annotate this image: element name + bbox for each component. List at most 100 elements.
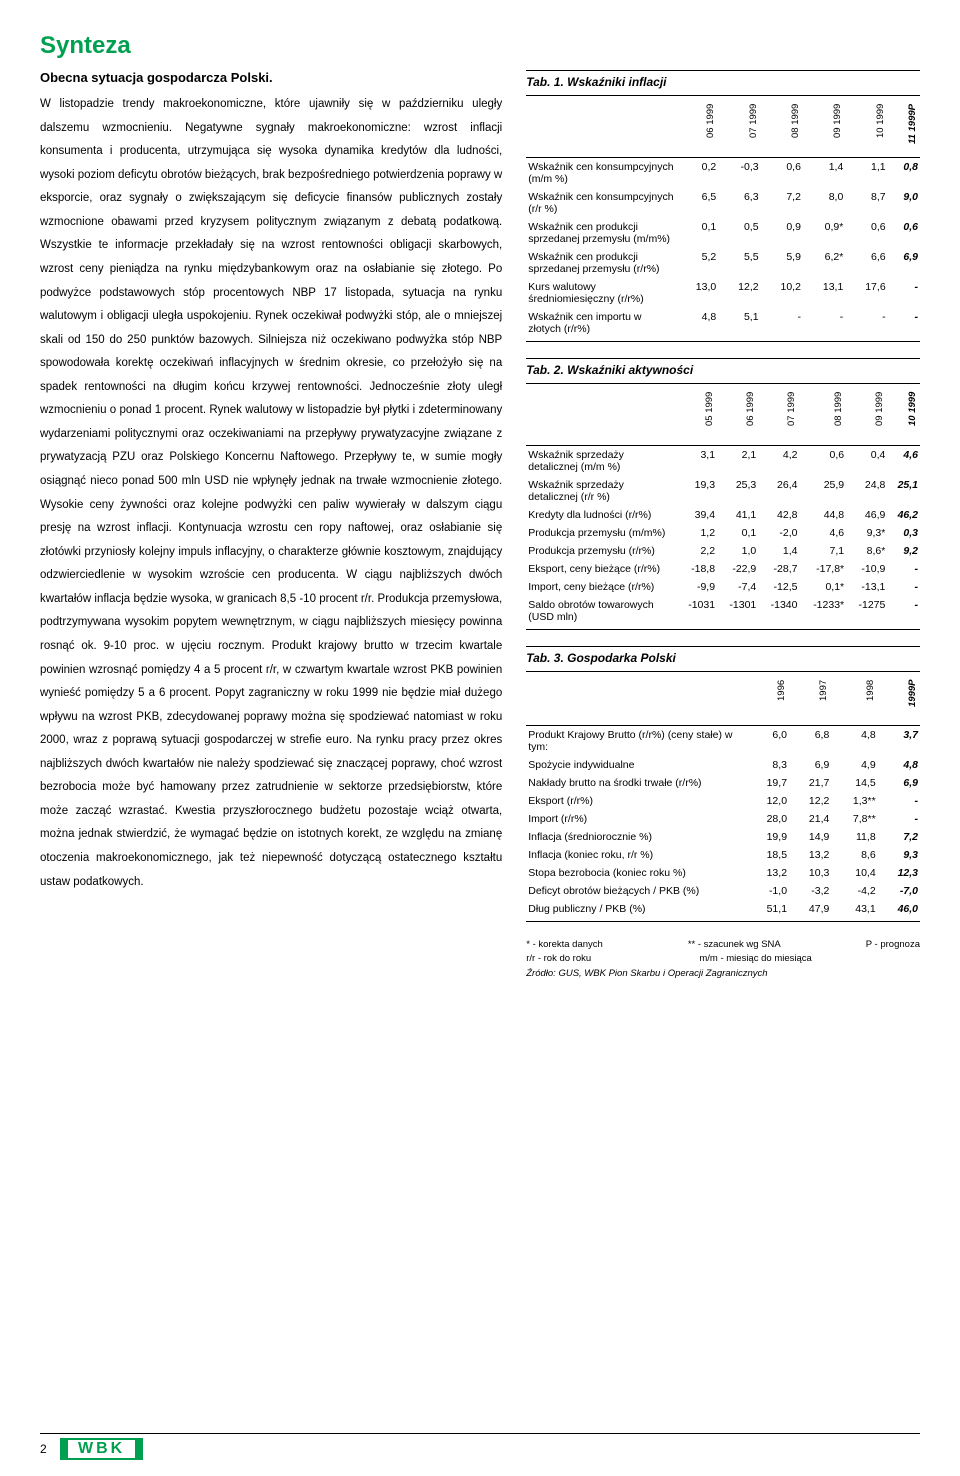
cell: -17,8* <box>799 560 846 578</box>
cell: -1233* <box>799 596 846 630</box>
cell: 4,9 <box>831 756 877 774</box>
cell: 8,3 <box>747 756 789 774</box>
row-label: Spożycie indywidualne <box>526 756 747 774</box>
table-row: Dług publiczny / PKB (%)51,147,943,146,0 <box>526 900 920 922</box>
cell: 24,8 <box>846 476 887 506</box>
cell: 4,6 <box>799 524 846 542</box>
row-label: Eksport, ceny bieżące (r/r%) <box>526 560 676 578</box>
cell: -0,3 <box>718 158 760 189</box>
cell: 11,8 <box>831 828 877 846</box>
cell: 41,1 <box>717 506 758 524</box>
cell: - <box>887 596 920 630</box>
table-row: Wskaźnik cen konsumpcyjnych (r/r %)6,56,… <box>526 188 920 218</box>
table-row: Wskaźnik cen produkcji sprzedanej przemy… <box>526 218 920 248</box>
left-column: Obecna sytuacja gospodarcza Polski. W li… <box>40 70 502 981</box>
table-row: Import, ceny bieżące (r/r%)-9,9-7,4-12,5… <box>526 578 920 596</box>
cell: - <box>878 810 920 828</box>
cell: 0,6 <box>888 218 920 248</box>
cell: 1,4 <box>758 542 799 560</box>
t2-h3: 08 1999 <box>833 392 844 438</box>
t1-h0: 06 1999 <box>705 104 716 150</box>
cell: 13,2 <box>747 864 789 882</box>
right-column: Tab. 1. Wskaźniki inflacji 06 1999 07 19… <box>526 70 920 981</box>
cell: -2,0 <box>758 524 799 542</box>
cell: 28,0 <box>747 810 789 828</box>
cell: 0,8 <box>888 158 920 189</box>
cell: 21,7 <box>789 774 831 792</box>
cell: 6,8 <box>789 726 831 757</box>
footer: 2 WBK <box>40 1433 920 1460</box>
cell: - <box>845 308 887 342</box>
logo-text: WBK <box>72 1440 131 1457</box>
cell: 5,5 <box>718 248 760 278</box>
cell: 25,3 <box>717 476 758 506</box>
t3-h2: 1998 <box>865 680 876 718</box>
footnotes: * - korekta danych ** - szacunek wg SNA … <box>526 938 920 981</box>
row-label: Wskaźnik cen konsumpcyjnych (m/m %) <box>526 158 676 189</box>
cell: 39,4 <box>676 506 717 524</box>
table-row: Nakłady brutto na środki trwałe (r/r%)19… <box>526 774 920 792</box>
cell: 0,1 <box>676 218 718 248</box>
cell: 18,5 <box>747 846 789 864</box>
cell: - <box>803 308 845 342</box>
cell: 0,6 <box>845 218 887 248</box>
row-label: Eksport (r/r%) <box>526 792 747 810</box>
t2-h4: 09 1999 <box>874 392 885 438</box>
row-label: Produkcja przemysłu (m/m%) <box>526 524 676 542</box>
cell: - <box>887 578 920 596</box>
cell: 9,3 <box>878 846 920 864</box>
cell: 13,1 <box>803 278 845 308</box>
table-row: Eksport, ceny bieżące (r/r%)-18,8-22,9-2… <box>526 560 920 578</box>
cell: 6,2* <box>803 248 845 278</box>
table-row: Wskaźnik cen importu w złotych (r/r%)4,8… <box>526 308 920 342</box>
cell: - <box>761 308 803 342</box>
cell: 5,2 <box>676 248 718 278</box>
cell: 46,2 <box>887 506 920 524</box>
cell: 8,0 <box>803 188 845 218</box>
row-label: Wskaźnik cen produkcji sprzedanej przemy… <box>526 248 676 278</box>
cell: -4,2 <box>831 882 877 900</box>
row-label: Dług publiczny / PKB (%) <box>526 900 747 922</box>
cell: - <box>888 278 920 308</box>
cell: 4,8 <box>878 756 920 774</box>
row-label: Deficyt obrotów bieżących / PKB (%) <box>526 882 747 900</box>
table-row: Wskaźnik sprzedaży detalicznej (r/r %)19… <box>526 476 920 506</box>
cell: 12,2 <box>718 278 760 308</box>
cell: -1301 <box>717 596 758 630</box>
cell: -9,9 <box>676 578 717 596</box>
cell: 0,9 <box>761 218 803 248</box>
row-label: Wskaźnik cen konsumpcyjnych (r/r %) <box>526 188 676 218</box>
page-title: Synteza <box>40 32 920 60</box>
cell: 46,9 <box>846 506 887 524</box>
footnote-rr: r/r - rok do roku <box>526 952 591 966</box>
cell: 6,0 <box>747 726 789 757</box>
cell: 8,6* <box>846 542 887 560</box>
cell: 12,0 <box>747 792 789 810</box>
table-row: Produkcja przemysłu (m/m%)1,20,1-2,04,69… <box>526 524 920 542</box>
cell: 1,1 <box>845 158 887 189</box>
cell: 26,4 <box>758 476 799 506</box>
table-row: Produkcja przemysłu (r/r%)2,21,01,47,18,… <box>526 542 920 560</box>
cell: 5,9 <box>761 248 803 278</box>
t2-h5: 10 1999 <box>907 392 918 438</box>
cell: 17,6 <box>845 278 887 308</box>
cell: 43,1 <box>831 900 877 922</box>
cell: 0,2 <box>676 158 718 189</box>
page-number: 2 <box>40 1442 60 1456</box>
cell: 12,3 <box>878 864 920 882</box>
cell: -10,9 <box>846 560 887 578</box>
t1-h2: 08 1999 <box>790 104 801 150</box>
cell: 19,7 <box>747 774 789 792</box>
cell: - <box>887 560 920 578</box>
table-3: Tab. 3. Gospodarka Polski 1996 1997 1998… <box>526 646 920 922</box>
t3-h0: 1996 <box>776 680 787 718</box>
cell: 10,4 <box>831 864 877 882</box>
cell: -13,1 <box>846 578 887 596</box>
cell: 6,9 <box>878 774 920 792</box>
logo: WBK <box>60 1438 143 1460</box>
cell: 7,8** <box>831 810 877 828</box>
cell: 0,4 <box>846 446 887 477</box>
cell: 14,5 <box>831 774 877 792</box>
cell: -1275 <box>846 596 887 630</box>
cell: 1,3** <box>831 792 877 810</box>
